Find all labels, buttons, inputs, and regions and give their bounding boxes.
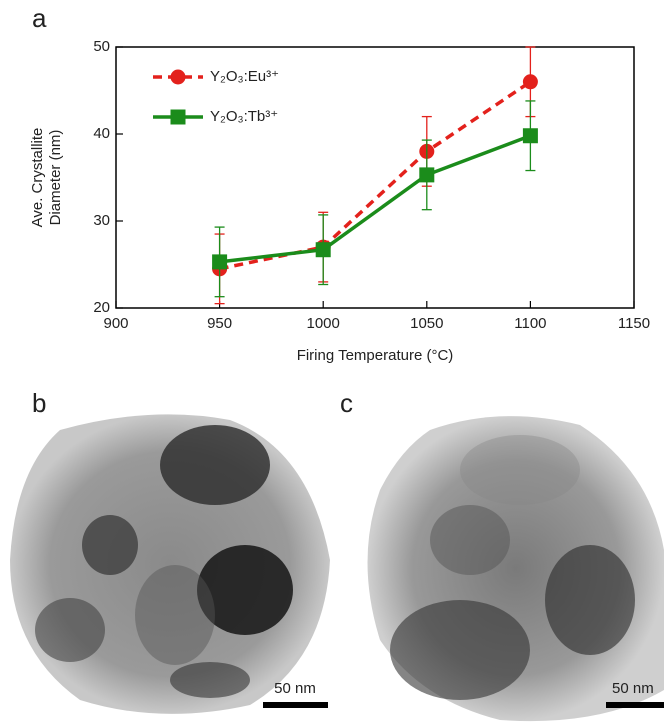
- tem-image-c: [367, 416, 664, 722]
- y-axis-label: Diameter (nm): [47, 130, 64, 226]
- x-tick-label: 1000: [307, 315, 340, 332]
- plot-frame: [115, 46, 635, 309]
- series-line: [219, 134, 532, 264]
- x-tick-label: 900: [103, 315, 128, 332]
- scale-bar: [606, 702, 664, 708]
- scale-bar: [263, 702, 328, 708]
- x-tick-label: 1150: [618, 315, 650, 332]
- scale-bar-label: 50 nm: [274, 680, 316, 697]
- panel-label: c: [340, 388, 353, 418]
- x-axis-label: Firing Temperature (°C): [297, 347, 454, 364]
- y-tick-label: 50: [93, 38, 110, 55]
- legend-marker: [170, 69, 186, 85]
- plot: [115, 46, 635, 309]
- marker: [522, 74, 538, 90]
- legend-label: Y₂O₃:Eu³⁺: [210, 68, 279, 85]
- marker: [419, 167, 435, 183]
- legend-label: Y₂O₃:Tb³⁺: [210, 108, 278, 125]
- panel-label: a: [32, 3, 47, 33]
- x-tick-label: 1100: [514, 315, 546, 332]
- y-tick-label: 30: [93, 212, 110, 229]
- panel-label: b: [32, 388, 46, 418]
- y-axis-label: Ave. Crystallite: [29, 128, 46, 228]
- scale-bar-label: 50 nm: [612, 680, 654, 697]
- marker: [212, 254, 228, 270]
- marker: [315, 242, 331, 258]
- marker: [522, 128, 538, 144]
- legend-marker: [170, 109, 186, 125]
- series-line: [219, 80, 532, 271]
- y-tick-label: 20: [93, 299, 110, 316]
- x-tick-label: 950: [207, 315, 232, 332]
- x-tick-label: 1050: [410, 315, 443, 332]
- y-tick-label: 40: [93, 125, 110, 142]
- tem-image-b: [10, 414, 330, 714]
